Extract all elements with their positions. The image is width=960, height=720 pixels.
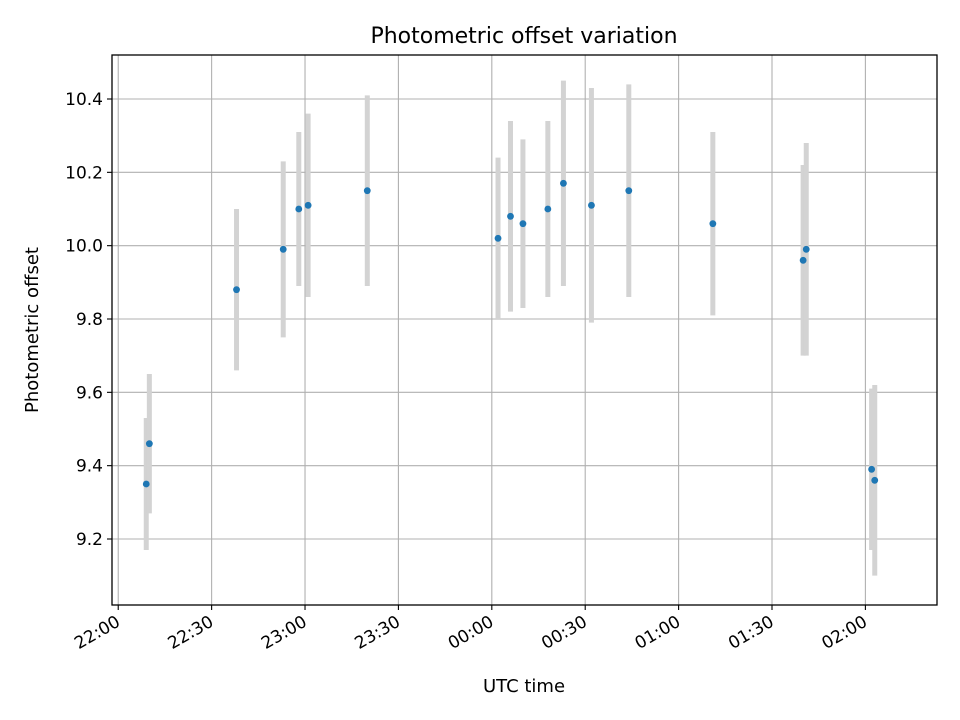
data-point xyxy=(507,212,514,220)
plot-frame xyxy=(111,54,938,606)
data-points xyxy=(142,179,879,488)
data-point xyxy=(560,179,567,187)
data-point xyxy=(544,205,552,213)
y-tick-label: 9.8 xyxy=(76,310,103,330)
x-axis-label: UTC time xyxy=(483,676,565,697)
chart-title: Photometric offset variation xyxy=(370,24,677,49)
y-tick-label: 9.6 xyxy=(76,383,103,403)
y-tick-label: 10.2 xyxy=(65,163,103,183)
y-axis: 9.2 9.4 9.6 9.8 10.0 10.2 10.4 xyxy=(65,90,112,550)
y-tick-label: 10.4 xyxy=(65,90,103,110)
data-point xyxy=(363,187,371,195)
y-tick-label: 9.4 xyxy=(76,457,103,477)
data-point xyxy=(802,245,810,253)
data-point xyxy=(233,286,240,294)
y-tick-label: 9.2 xyxy=(76,530,103,550)
data-point xyxy=(494,234,502,242)
data-point xyxy=(142,480,150,488)
data-point xyxy=(588,201,595,209)
grid xyxy=(112,55,937,605)
data-point xyxy=(279,245,287,253)
data-point xyxy=(868,465,876,473)
data-point xyxy=(145,440,153,448)
y-tick-label: 10.0 xyxy=(65,237,103,257)
data-point xyxy=(519,220,527,228)
data-point xyxy=(871,476,879,484)
y-axis-label: Photometric offset xyxy=(22,247,43,413)
data-point xyxy=(709,220,717,228)
data-point xyxy=(304,201,312,209)
data-point xyxy=(625,187,633,195)
data-point xyxy=(799,256,807,264)
data-point xyxy=(295,205,303,213)
